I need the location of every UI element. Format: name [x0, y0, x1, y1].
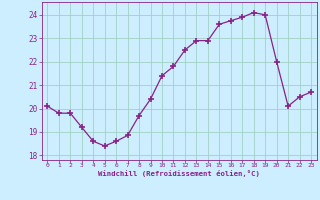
X-axis label: Windchill (Refroidissement éolien,°C): Windchill (Refroidissement éolien,°C): [98, 170, 260, 177]
